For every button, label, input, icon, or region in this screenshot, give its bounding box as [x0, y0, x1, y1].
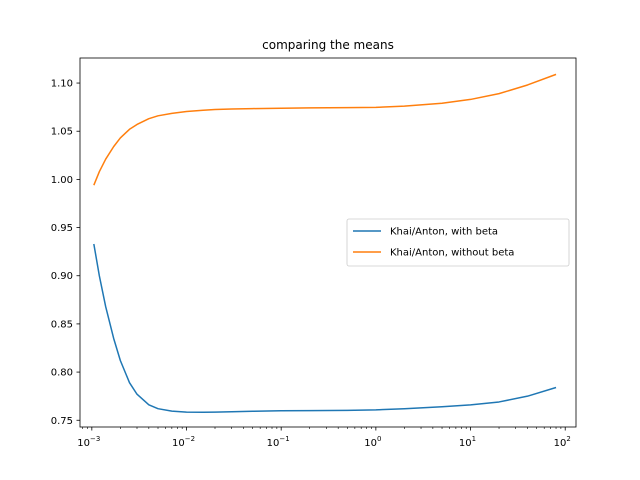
x-tick-label: 10−2 [172, 435, 195, 449]
x-tick-label: 102 [554, 435, 571, 449]
x-tick-label: 100 [364, 435, 381, 449]
y-tick-label: 0.90 [51, 271, 73, 282]
plot-area [79, 57, 577, 428]
chart-title: comparing the means [262, 38, 394, 52]
x-tick-label-exponent: 2 [566, 435, 570, 443]
axes-frame [79, 57, 577, 428]
y-tick-label: 0.85 [51, 319, 73, 330]
legend-label-2: Khai/Anton, without beta [390, 248, 514, 259]
series-layer [93, 73, 557, 414]
y-tick-label: 1.00 [51, 175, 73, 186]
x-tick-label: 101 [459, 435, 476, 449]
legend: Khai/Anton, with beta Khai/Anton, without… [346, 218, 570, 267]
x-tick-label: 10−3 [77, 435, 100, 449]
x-tick-label-exponent: −1 [279, 435, 289, 443]
x-tick-label-base: 10 [267, 438, 280, 449]
y-tick-label: 0.80 [51, 368, 73, 379]
legend-box [346, 218, 570, 267]
y-tick-label: 1.05 [51, 127, 73, 138]
x-tick-label-exponent: 1 [472, 435, 476, 443]
series-line-1 [93, 243, 557, 414]
x-tick-label: 10−1 [267, 435, 290, 449]
y-tick-label: 0.75 [51, 416, 73, 427]
y-tick-label: 1.10 [51, 79, 73, 90]
x-tick-label-base: 10 [364, 438, 377, 449]
x-tick-label-base: 10 [77, 438, 90, 449]
series-line-2 [93, 73, 557, 186]
x-tick-label-base: 10 [554, 438, 567, 449]
y-axis: 0.75 0.80 0.85 0.90 0.95 1.00 1.05 1.10 [51, 79, 80, 427]
x-tick-label-base: 10 [172, 438, 185, 449]
x-tick-label-exponent: 0 [377, 435, 381, 443]
x-tick-label-exponent: −3 [90, 435, 100, 443]
y-tick-label: 0.95 [51, 223, 73, 234]
x-tick-label-base: 10 [459, 438, 472, 449]
x-tick-label-exponent: −2 [185, 435, 195, 443]
x-axis: 10−3 10−2 10−1 100 101 102 [77, 427, 571, 449]
legend-label-1: Khai/Anton, with beta [390, 227, 498, 238]
